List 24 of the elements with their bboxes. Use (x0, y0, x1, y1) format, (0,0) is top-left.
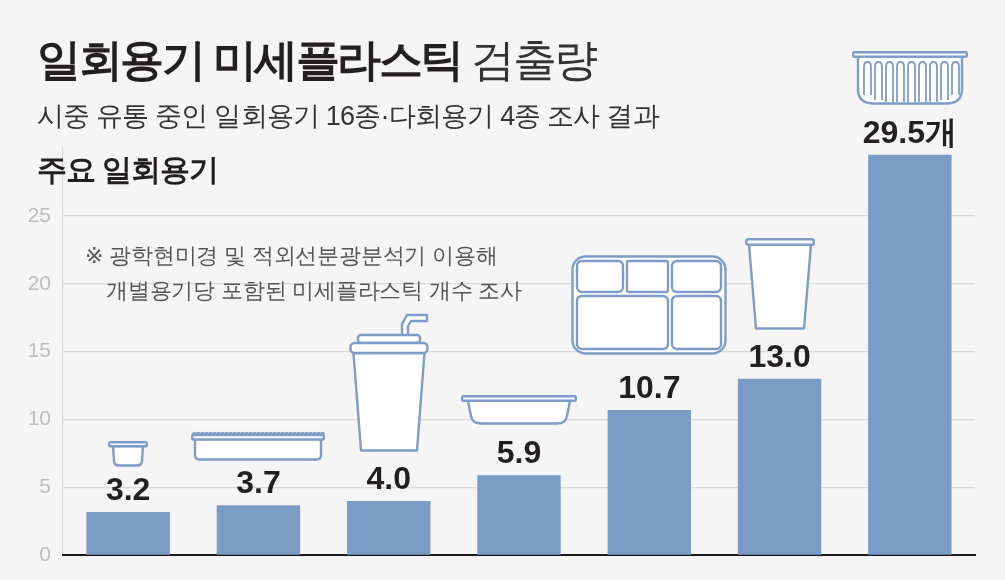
bar (737, 378, 822, 555)
y-tick-label: 5 (39, 474, 51, 498)
y-tick-label: 0 (39, 542, 51, 566)
bar (347, 501, 431, 555)
bar (868, 154, 952, 555)
data-label: 4.0 (366, 460, 411, 497)
data-label: 10.7 (618, 369, 681, 406)
y-tick-label: 25 (27, 202, 51, 226)
bar (216, 505, 301, 555)
annotation: ※ 광학현미경 및 적외선분광분석기 이용해 개별용기당 포함된 미세플라스틱 개수 조사 (85, 242, 523, 305)
bar (477, 475, 561, 555)
data-label: 3.2 (105, 470, 151, 507)
data-label: 29.5개 (862, 113, 957, 150)
chart-title: 일회용기 미세플라스틱 검출량 (37, 35, 596, 84)
bar (607, 410, 691, 555)
bar (86, 511, 170, 555)
y-tick-label: 10 (27, 406, 51, 430)
data-label: 5.9 (496, 434, 542, 471)
y-tick-label: 20 (27, 270, 51, 294)
annotation: 주요 일회용기 (37, 152, 219, 188)
data-label: 3.7 (236, 464, 281, 501)
y-tick-label: 15 (27, 338, 51, 362)
chart-subtitle: 시중 유통 중인 일회용기 16종·다회용기 4종 조사 결과 (37, 100, 659, 133)
data-label: 13.0 (748, 337, 811, 374)
